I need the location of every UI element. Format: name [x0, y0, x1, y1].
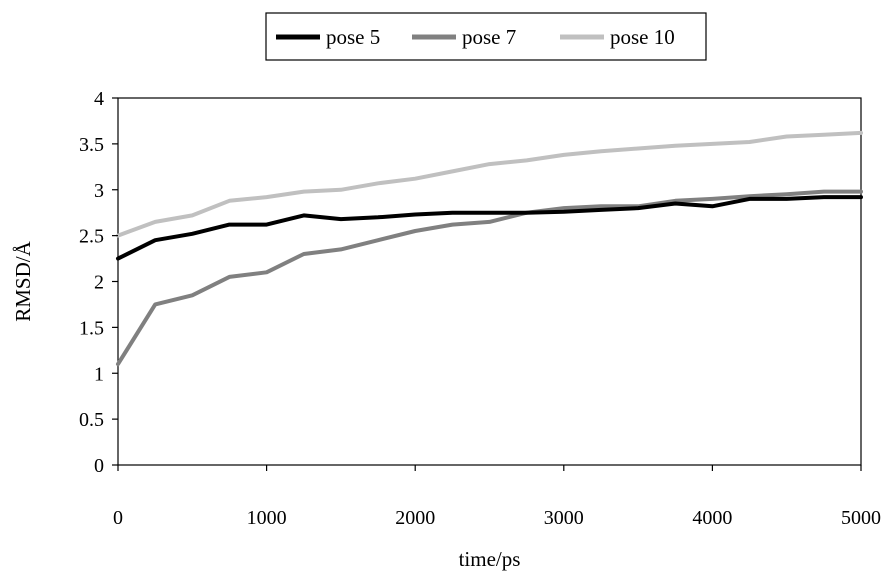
- legend-label: pose 7: [462, 25, 516, 49]
- x-axis-title: time/ps: [459, 547, 521, 571]
- plot-area: [117, 97, 862, 466]
- y-tick-label: 3: [94, 180, 104, 202]
- legend: pose 5 pose 7 pose 10: [265, 12, 707, 61]
- y-tick-label: 1.5: [79, 317, 104, 339]
- series-line-pose-10: [116, 130, 863, 238]
- x-tick-label: 4000: [692, 507, 732, 529]
- series-layer: [116, 130, 863, 367]
- x-tick-label: 0: [113, 507, 123, 529]
- y-tick-label: 1: [94, 363, 104, 385]
- x-tick-label: 1000: [247, 507, 287, 529]
- x-axis: 0 1000 2000 3000 4000 5000: [113, 465, 881, 529]
- series-line-pose-5: [116, 195, 863, 261]
- y-tick-label: 2: [94, 272, 104, 294]
- y-tick-label: 0.5: [79, 409, 104, 431]
- y-axis: 0 0.5 1 1.5 2 2.5 3 3.5 4: [79, 88, 118, 477]
- legend-label: pose 5: [326, 25, 380, 49]
- y-tick-label: 2.5: [79, 226, 104, 248]
- x-tick-label: 5000: [841, 507, 881, 529]
- y-tick-label: 3.5: [79, 134, 104, 156]
- legend-label: pose 10: [610, 25, 675, 49]
- legend-box: [265, 12, 707, 61]
- x-tick-label: 3000: [544, 507, 584, 529]
- y-axis-title: RMSD/Å: [11, 240, 35, 321]
- series-line-pose-7: [116, 189, 863, 367]
- x-tick-label: 2000: [395, 507, 435, 529]
- y-tick-label: 4: [94, 88, 104, 110]
- y-tick-label: 0: [94, 455, 104, 477]
